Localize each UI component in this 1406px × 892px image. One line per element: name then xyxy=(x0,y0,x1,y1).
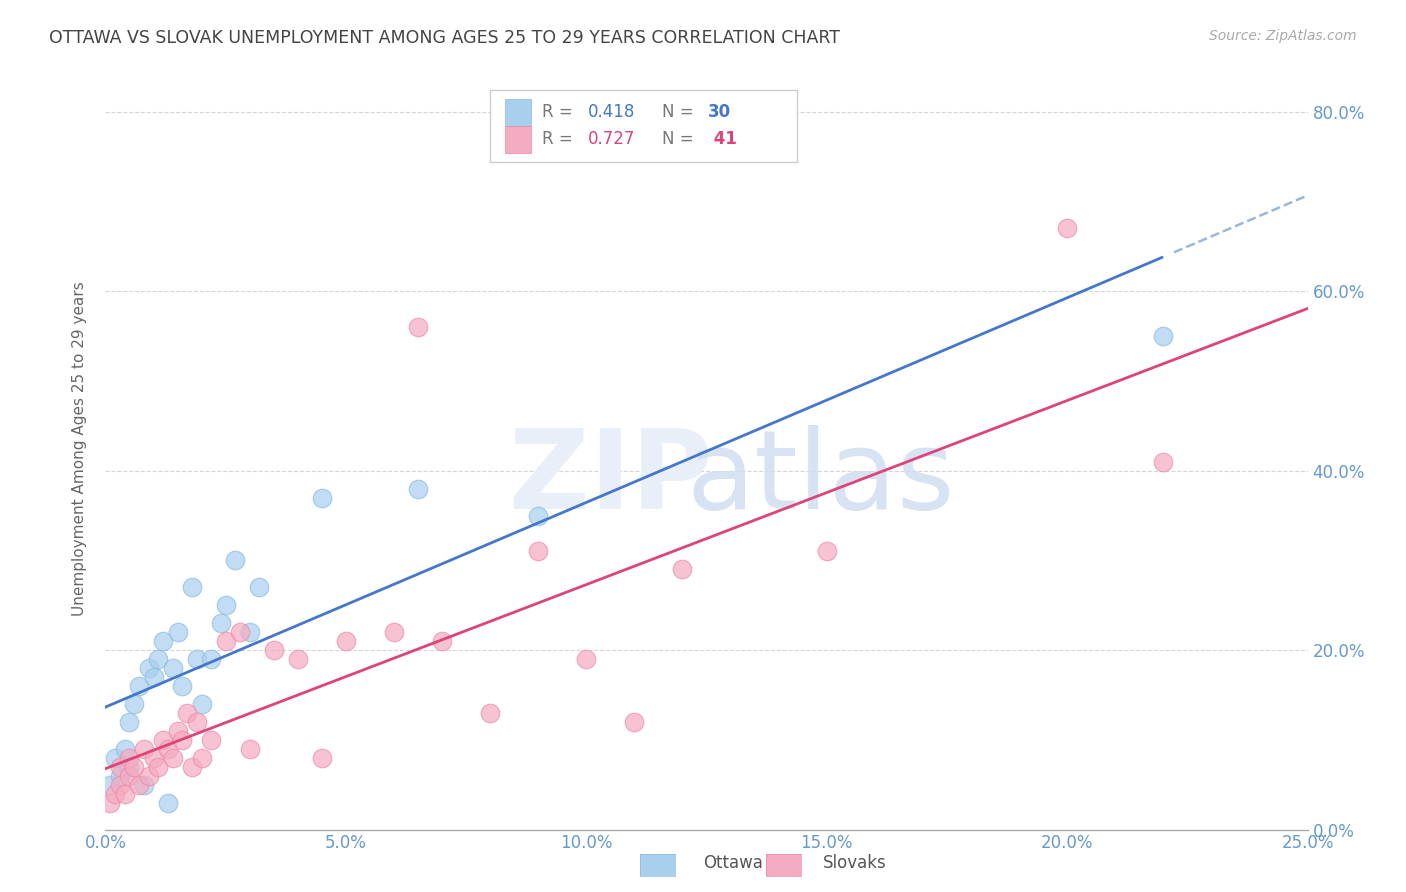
Point xyxy=(1056,221,1078,235)
Point xyxy=(108,778,131,792)
Point xyxy=(138,769,160,783)
Point xyxy=(138,661,160,675)
Point xyxy=(287,652,309,666)
Text: Ottawa: Ottawa xyxy=(703,855,763,872)
Point xyxy=(575,652,598,666)
Point xyxy=(132,778,155,792)
Point xyxy=(209,616,232,631)
Point xyxy=(124,760,146,774)
Text: 0.418: 0.418 xyxy=(588,103,636,121)
FancyBboxPatch shape xyxy=(491,90,797,162)
Point xyxy=(190,751,212,765)
Point xyxy=(1152,455,1174,469)
Text: 41: 41 xyxy=(707,130,737,148)
Point xyxy=(128,778,150,792)
Point xyxy=(239,625,262,640)
Point xyxy=(172,732,194,747)
Point xyxy=(132,741,155,756)
Point xyxy=(623,714,645,729)
Point xyxy=(200,652,222,666)
Point xyxy=(118,714,141,729)
Text: Slovaks: Slovaks xyxy=(823,855,886,872)
Point xyxy=(181,760,204,774)
Point xyxy=(118,769,141,783)
Point xyxy=(214,599,236,613)
Text: R =: R = xyxy=(541,130,578,148)
Point xyxy=(166,723,188,738)
Point xyxy=(311,751,333,765)
Text: Source: ZipAtlas.com: Source: ZipAtlas.com xyxy=(1209,29,1357,43)
Point xyxy=(406,482,429,496)
Point xyxy=(108,760,131,774)
Point xyxy=(104,787,127,801)
Point xyxy=(152,732,174,747)
Text: N =: N = xyxy=(662,130,699,148)
Point xyxy=(527,508,550,523)
Point xyxy=(815,544,838,558)
Point xyxy=(104,751,127,765)
Point xyxy=(479,706,502,720)
Point xyxy=(142,670,165,684)
Point xyxy=(166,625,188,640)
Point xyxy=(406,320,429,334)
Point xyxy=(186,652,208,666)
Point xyxy=(430,634,453,648)
Point xyxy=(382,625,405,640)
Point xyxy=(200,732,222,747)
Point xyxy=(156,796,179,810)
Point xyxy=(118,760,141,774)
Point xyxy=(181,580,204,594)
Point xyxy=(162,751,184,765)
Text: ZIP: ZIP xyxy=(509,425,711,533)
Point xyxy=(128,679,150,693)
Text: 30: 30 xyxy=(707,103,731,121)
Text: R =: R = xyxy=(541,103,578,121)
Point xyxy=(247,580,270,594)
Point xyxy=(142,751,165,765)
Point xyxy=(114,787,136,801)
Point xyxy=(148,760,170,774)
Point xyxy=(229,625,252,640)
Point xyxy=(152,634,174,648)
Point xyxy=(118,751,141,765)
Point xyxy=(263,643,285,657)
Point xyxy=(148,652,170,666)
Point xyxy=(224,553,246,567)
FancyBboxPatch shape xyxy=(505,99,531,126)
Y-axis label: Unemployment Among Ages 25 to 29 years: Unemployment Among Ages 25 to 29 years xyxy=(72,281,87,615)
Point xyxy=(114,741,136,756)
Point xyxy=(190,697,212,711)
Text: 0.727: 0.727 xyxy=(588,130,636,148)
Point xyxy=(124,697,146,711)
Point xyxy=(162,661,184,675)
Text: atlas: atlas xyxy=(686,425,955,533)
Point xyxy=(176,706,198,720)
Point xyxy=(172,679,194,693)
Point xyxy=(214,634,236,648)
Point xyxy=(671,562,693,576)
FancyBboxPatch shape xyxy=(505,127,531,153)
Point xyxy=(527,544,550,558)
Point xyxy=(98,778,121,792)
Point xyxy=(186,714,208,729)
Point xyxy=(335,634,357,648)
Point xyxy=(108,769,131,783)
Point xyxy=(98,796,121,810)
Text: OTTAWA VS SLOVAK UNEMPLOYMENT AMONG AGES 25 TO 29 YEARS CORRELATION CHART: OTTAWA VS SLOVAK UNEMPLOYMENT AMONG AGES… xyxy=(49,29,841,46)
Point xyxy=(156,741,179,756)
Point xyxy=(311,491,333,505)
Point xyxy=(1152,329,1174,343)
Text: N =: N = xyxy=(662,103,699,121)
Point xyxy=(239,741,262,756)
